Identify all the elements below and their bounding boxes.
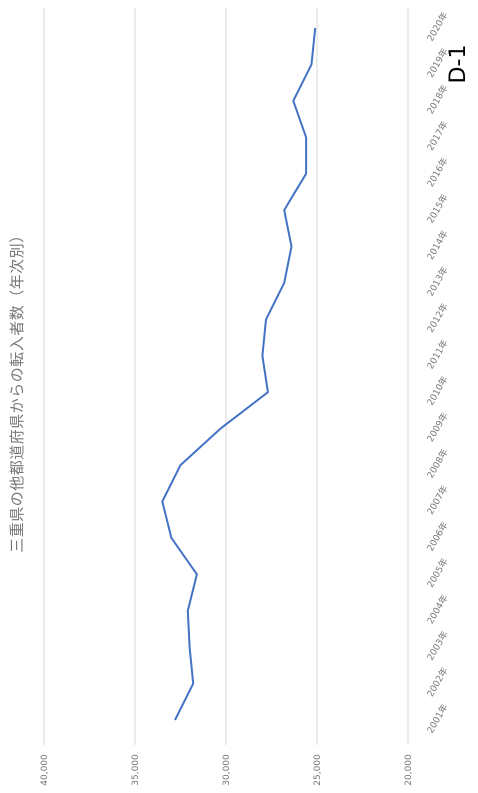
series-group [161,27,317,721]
category-tick-label: 2003年 [424,629,450,663]
category-tick-label: 2002年 [424,665,450,699]
category-tick-label: 2011年 [424,337,450,371]
category-tick-label: 2010年 [424,374,450,408]
category-tick-label: 2020年 [424,10,450,44]
category-tick-label: 2015年 [424,192,450,226]
value-axis-ticks: 40,000 35,000 30,000 25,000 20,000 [40,754,414,786]
value-tick-label: 35,000 [131,754,141,786]
category-tick-label: 2006年 [424,520,450,554]
gridlines [43,8,409,745]
category-tick-label: 2013年 [424,265,450,299]
value-tick-label: 25,000 [313,754,323,786]
category-tick-label: 2004年 [424,592,450,626]
category-tick-label: 2008年 [424,447,450,481]
series-line [161,27,317,721]
category-tick-label: 2012年 [424,301,450,335]
category-tick-label: 2001年 [424,702,450,736]
category-tick-label: 2017年 [424,119,450,153]
category-tick-label: 2018年 [424,83,450,117]
category-tick-label: 2005年 [424,556,450,590]
chart-title: 三重県の他都道府県からの転入者数（年次別） [8,227,26,553]
value-tick-label: 30,000 [222,754,232,786]
category-tick-label: 2016年 [424,155,450,189]
category-tick-label: 2007年 [424,483,450,517]
category-tick-label: 2014年 [424,228,450,262]
d1-label: D-1 [446,45,471,84]
value-tick-label: 40,000 [40,754,50,786]
value-tick-label: 20,000 [404,754,414,786]
category-tick-label: 2009年 [424,410,450,444]
